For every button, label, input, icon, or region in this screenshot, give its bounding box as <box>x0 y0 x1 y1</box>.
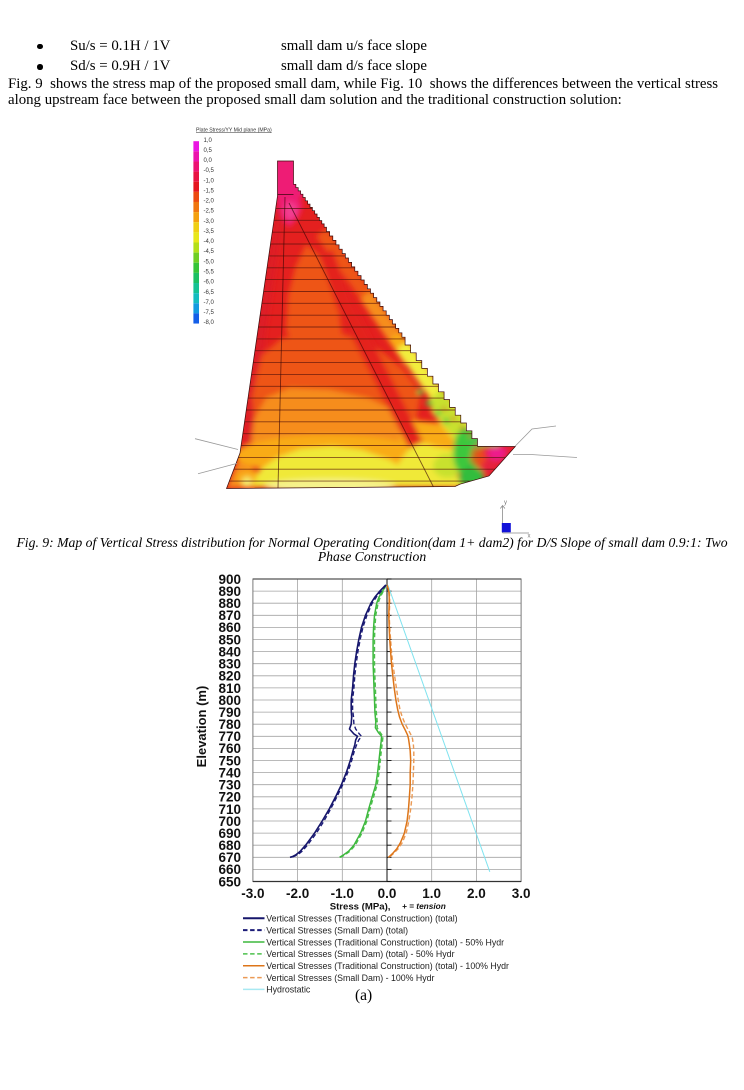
svg-text:0,5: 0,5 <box>204 148 213 154</box>
svg-text:-7,5: -7,5 <box>204 310 215 316</box>
svg-text:-4,0: -4,0 <box>204 239 215 245</box>
svg-text:-3,0: -3,0 <box>204 219 215 225</box>
svg-text:1,0: 1,0 <box>204 138 213 144</box>
svg-text:-2,5: -2,5 <box>204 209 215 215</box>
svg-text:x: x <box>528 534 531 540</box>
svg-text:+ = tension: + = tension <box>402 901 446 911</box>
svg-text:Vertical Stresses (Traditional: Vertical Stresses (Traditional Construct… <box>266 937 504 947</box>
svg-text:-5,0: -5,0 <box>204 259 215 265</box>
svg-text:820: 820 <box>218 669 241 684</box>
svg-text:-6,0: -6,0 <box>204 280 215 286</box>
svg-text:710: 710 <box>218 802 241 817</box>
svg-text:-0,5: -0,5 <box>204 168 215 174</box>
svg-text:750: 750 <box>218 753 241 768</box>
svg-text:3.0: 3.0 <box>512 886 531 901</box>
svg-text:-1,5: -1,5 <box>204 188 215 194</box>
svg-text:-3.0: -3.0 <box>241 886 264 901</box>
svg-text:840: 840 <box>218 645 241 660</box>
svg-text:830: 830 <box>218 657 241 672</box>
svg-text:-2,0: -2,0 <box>204 199 215 205</box>
svg-text:800: 800 <box>218 693 241 708</box>
svg-text:860: 860 <box>218 620 241 635</box>
svg-text:890: 890 <box>218 584 241 599</box>
svg-text:720: 720 <box>218 790 241 805</box>
svg-text:690: 690 <box>218 826 241 841</box>
svg-text:1.0: 1.0 <box>422 886 441 901</box>
svg-text:-1,0: -1,0 <box>204 178 215 184</box>
svg-text:-6,5: -6,5 <box>204 290 215 296</box>
svg-text:Vertical Stresses (Small Dam): Vertical Stresses (Small Dam) - 100% Hyd… <box>266 973 434 983</box>
svg-text:Stress (MPa),: Stress (MPa), <box>330 902 391 913</box>
svg-text:Vertical Stresses (Small Dam): Vertical Stresses (Small Dam) (total) - … <box>266 949 454 959</box>
svg-text:-8,0: -8,0 <box>204 320 215 326</box>
svg-text:0,0: 0,0 <box>204 158 213 164</box>
svg-text:780: 780 <box>218 717 241 732</box>
svg-text:-3,5: -3,5 <box>204 229 215 235</box>
svg-text:-5,5: -5,5 <box>204 269 215 275</box>
svg-text:Elevation (m): Elevation (m) <box>194 686 209 768</box>
svg-text:740: 740 <box>218 766 241 781</box>
svg-text:850: 850 <box>218 632 241 647</box>
svg-text:770: 770 <box>218 729 241 744</box>
svg-text:Vertical Stresses (Traditional: Vertical Stresses (Traditional Construct… <box>266 961 509 971</box>
svg-text:680: 680 <box>218 838 241 853</box>
svg-text:-4,5: -4,5 <box>204 249 215 255</box>
svg-text:-1.0: -1.0 <box>331 886 354 901</box>
svg-text:730: 730 <box>218 778 241 793</box>
svg-text:880: 880 <box>218 596 241 611</box>
svg-text:Vertical Stresses (Traditional: Vertical Stresses (Traditional Construct… <box>266 914 457 924</box>
svg-text:700: 700 <box>218 814 241 829</box>
svg-text:670: 670 <box>218 850 241 865</box>
svg-text:660: 660 <box>218 862 241 877</box>
svg-text:Hydrostatic: Hydrostatic <box>266 985 311 995</box>
svg-text:810: 810 <box>218 681 241 696</box>
svg-text:790: 790 <box>218 705 241 720</box>
svg-text:-7,0: -7,0 <box>204 300 215 306</box>
svg-text:-2.0: -2.0 <box>286 886 309 901</box>
svg-text:0.0: 0.0 <box>378 886 397 901</box>
svg-text:2.0: 2.0 <box>467 886 486 901</box>
svg-text:870: 870 <box>218 608 241 623</box>
svg-text:650: 650 <box>218 874 241 889</box>
svg-text:900: 900 <box>218 572 241 587</box>
svg-text:Vertical Stresses (Small Dam): Vertical Stresses (Small Dam) (total) <box>266 925 408 935</box>
svg-text:Plate Stress/YY Mid plane (MP: Plate Stress/YY Mid plane (MPa) <box>196 127 272 133</box>
svg-text:760: 760 <box>218 741 241 756</box>
svg-text:y: y <box>504 500 507 506</box>
